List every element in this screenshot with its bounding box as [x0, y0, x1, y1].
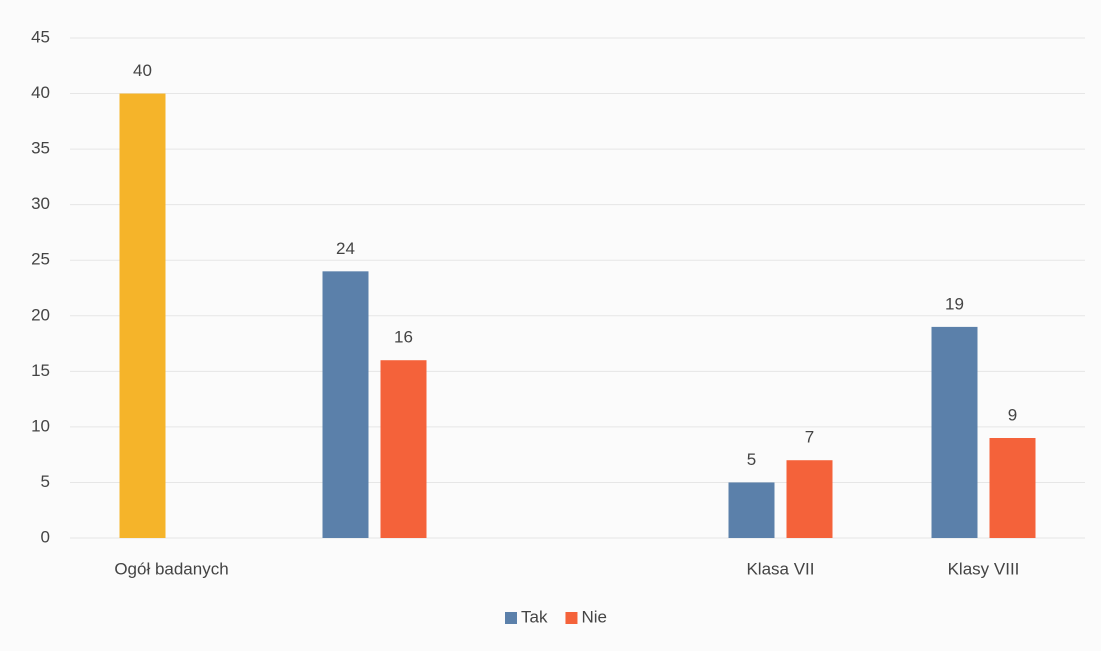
y-tick-label: 5 — [41, 472, 50, 491]
bar — [380, 360, 427, 538]
legend-label: Tak — [521, 607, 548, 626]
data-label: 40 — [133, 61, 152, 80]
legend-label: Nie — [581, 607, 607, 626]
x-tick-label: Klasa VII — [746, 559, 814, 578]
y-tick-label: 30 — [31, 194, 50, 213]
y-tick-label: 45 — [31, 27, 50, 46]
data-label: 7 — [805, 428, 814, 447]
y-tick-label: 40 — [31, 83, 50, 102]
legend-swatch — [565, 612, 578, 624]
data-label: 24 — [336, 239, 355, 258]
data-label: 9 — [1008, 405, 1017, 424]
data-label: 16 — [394, 328, 413, 347]
y-tick-label: 35 — [31, 139, 50, 158]
bar — [322, 271, 369, 538]
bar — [728, 482, 775, 538]
x-tick-label: Ogół badanych — [114, 559, 228, 578]
x-tick-label: Klasy VIII — [948, 559, 1020, 578]
data-label: 5 — [747, 450, 756, 469]
legend-swatch — [505, 612, 517, 624]
bar — [989, 438, 1036, 538]
bar — [119, 93, 166, 539]
bar — [786, 460, 833, 538]
y-tick-label: 25 — [31, 250, 50, 269]
data-label: 19 — [945, 294, 964, 313]
y-tick-label: 20 — [31, 305, 50, 324]
bar — [931, 326, 978, 538]
y-tick-label: 15 — [31, 361, 50, 380]
y-tick-label: 0 — [41, 527, 50, 546]
y-tick-label: 10 — [31, 416, 50, 435]
